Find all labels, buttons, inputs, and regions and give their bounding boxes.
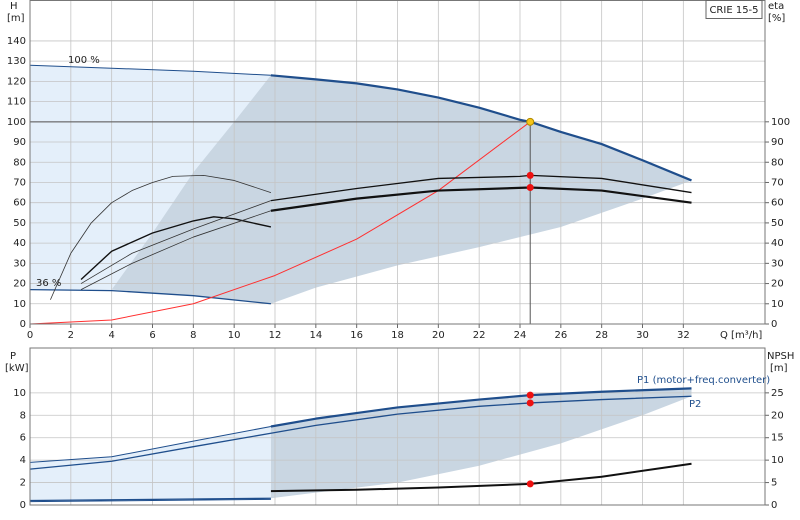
y-tick-label: 80 [13, 157, 26, 168]
y2-tick-label: 40 [771, 238, 784, 249]
curve [270, 74, 692, 182]
operating-point [526, 117, 535, 126]
curve-label: 36 % [36, 278, 61, 289]
y-tick-label: 6 [20, 433, 26, 444]
y2-tick-label: 70 [771, 177, 784, 188]
plot-frame [29, 0, 766, 325]
y-tick-label: 8 [20, 410, 26, 421]
operating-point [526, 184, 534, 192]
curve [29, 497, 271, 502]
y-tick-label: 120 [7, 76, 26, 87]
y-tick-label: 90 [13, 137, 26, 148]
y2-tick-label: 25 [771, 388, 784, 399]
x-tick-label: 22 [473, 330, 486, 341]
curve [29, 288, 271, 305]
curve [29, 395, 692, 470]
legend-label: P1 (motor+freq.converter) [637, 375, 770, 386]
y-tick-label: 110 [7, 97, 26, 108]
y-tick-label: 4 [20, 455, 26, 466]
y-axis-unit: [kW] [5, 363, 29, 374]
x-tick-label: 24 [514, 330, 527, 341]
x-tick-label: 32 [677, 330, 690, 341]
y2-tick-label: 10 [771, 455, 784, 466]
y2-axis-label: eta [768, 1, 784, 12]
x-tick-label: 4 [108, 330, 114, 341]
y-tick-label: 10 [13, 299, 26, 310]
x-tick-label: 8 [190, 330, 196, 341]
operating-point [526, 391, 534, 399]
curve [270, 186, 692, 212]
y2-axis-unit: [%] [768, 13, 785, 24]
y2-tick-label: 0 [771, 319, 777, 330]
x-tick-label: 0 [27, 330, 33, 341]
y-axis-label: P [10, 351, 16, 362]
x-tick-label: 18 [391, 330, 404, 341]
y-tick-label: 40 [13, 238, 26, 249]
y-tick-label: 50 [13, 218, 26, 229]
curve [50, 174, 272, 300]
y-axis-label: H [10, 1, 18, 12]
y2-axis-unit: [m] [770, 363, 788, 374]
curve [270, 174, 692, 202]
x-tick-label: 28 [595, 330, 608, 341]
y-tick-label: 2 [20, 478, 26, 489]
curve [29, 64, 271, 76]
x-tick-label: 26 [554, 330, 567, 341]
y2-tick-label: 30 [771, 258, 784, 269]
x-tick-label: 2 [68, 330, 74, 341]
y2-axis-label: NPSH [767, 351, 794, 362]
y2-tick-label: 50 [771, 218, 784, 229]
legend-label: P2 [689, 399, 701, 410]
operating-point [526, 171, 534, 179]
plot-layer [29, 0, 769, 506]
chart-title: CRIE 15-5 [709, 5, 758, 16]
operating-area [30, 426, 271, 501]
curve [80, 210, 272, 290]
y2-tick-label: 5 [771, 478, 777, 489]
y-tick-label: 0 [20, 319, 26, 330]
curve [29, 498, 271, 503]
title-box [705, 0, 763, 19]
y-tick-label: 140 [7, 36, 26, 47]
y2-tick-label: 60 [771, 198, 784, 209]
y-tick-label: 70 [13, 177, 26, 188]
x-tick-label: 30 [636, 330, 649, 341]
x-tick-label: 16 [350, 330, 363, 341]
y-tick-label: 60 [13, 198, 26, 209]
x-tick-label: 14 [309, 330, 322, 341]
curve [80, 200, 272, 284]
curve [80, 216, 272, 281]
x-axis-label: Q [m³/h] [720, 330, 762, 341]
curve [270, 387, 692, 428]
curve [29, 426, 272, 463]
x-tick-label: 10 [228, 330, 241, 341]
y-tick-label: 100 [7, 117, 26, 128]
y-tick-label: 10 [13, 388, 26, 399]
x-tick-label: 6 [149, 330, 155, 341]
y2-tick-label: 15 [771, 433, 784, 444]
y-tick-label: 30 [13, 258, 26, 269]
operating-area [111, 75, 692, 304]
plot-frame [29, 347, 766, 506]
y2-tick-label: 0 [771, 500, 777, 511]
y2-tick-label: 20 [771, 410, 784, 421]
y2-tick-label: 10 [771, 299, 784, 310]
y-axis-unit: [m] [7, 13, 25, 24]
y2-tick-label: 20 [771, 279, 784, 290]
x-tick-label: 12 [269, 330, 282, 341]
y2-tick-label: 100 [771, 117, 790, 128]
curve [270, 462, 692, 493]
operating-point [526, 480, 534, 488]
y2-tick-label: 80 [771, 157, 784, 168]
y-tick-label: 130 [7, 56, 26, 67]
operating-point [526, 399, 534, 407]
curve-label: 100 % [68, 55, 100, 66]
y2-tick-label: 90 [771, 137, 784, 148]
x-tick-label: 20 [432, 330, 445, 341]
operating-area [270, 388, 692, 499]
y-tick-label: 0 [20, 500, 26, 511]
y-tick-label: 20 [13, 279, 26, 290]
